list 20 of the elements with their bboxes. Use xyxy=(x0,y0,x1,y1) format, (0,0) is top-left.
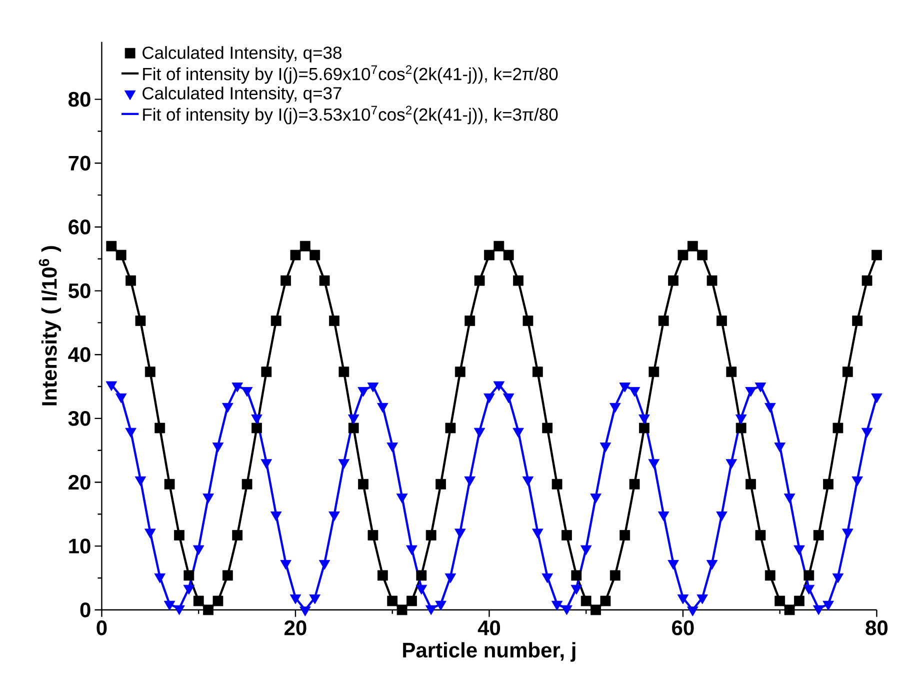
x-tick-label: 0 xyxy=(96,620,107,636)
y-tick-label: 40 xyxy=(68,347,90,362)
x-tick-label: 20 xyxy=(284,620,306,636)
y-tick-label: 10 xyxy=(69,538,90,554)
y-tick-label: 20 xyxy=(68,474,90,490)
y-axis-title: Intensity ( I/10$^{6}$ ) xyxy=(38,246,61,406)
y-tick-label: 70 xyxy=(68,156,90,171)
x-tick-label: 40 xyxy=(478,620,500,636)
y-tick-label: 80 xyxy=(68,92,90,107)
y-tick-label: 0 xyxy=(80,602,90,618)
legend-label: Calculated Intensity, q=37 xyxy=(142,86,342,103)
x-tick-label: 60 xyxy=(672,620,694,636)
x-tick-label: 80 xyxy=(866,620,888,636)
x-axis-title: Particle number, j xyxy=(403,642,576,662)
y-tick-label: 60 xyxy=(68,220,90,234)
y-tick-label: 50 xyxy=(68,283,90,298)
legend-label: Calculated Intensity, q=38 xyxy=(142,46,342,62)
legend-label: Fit of intensity by I(j)=5.69x10$^{7}$cos$^{2}$(2k(41-j)), k=2π/80 xyxy=(143,65,558,84)
y-tick-label: 30 xyxy=(68,410,90,426)
legend-label: Fit of intensity by I(j)=3.53x10$^{7}$cos$^{2}$(2k(41-j)), k=3π/80 xyxy=(143,106,558,124)
